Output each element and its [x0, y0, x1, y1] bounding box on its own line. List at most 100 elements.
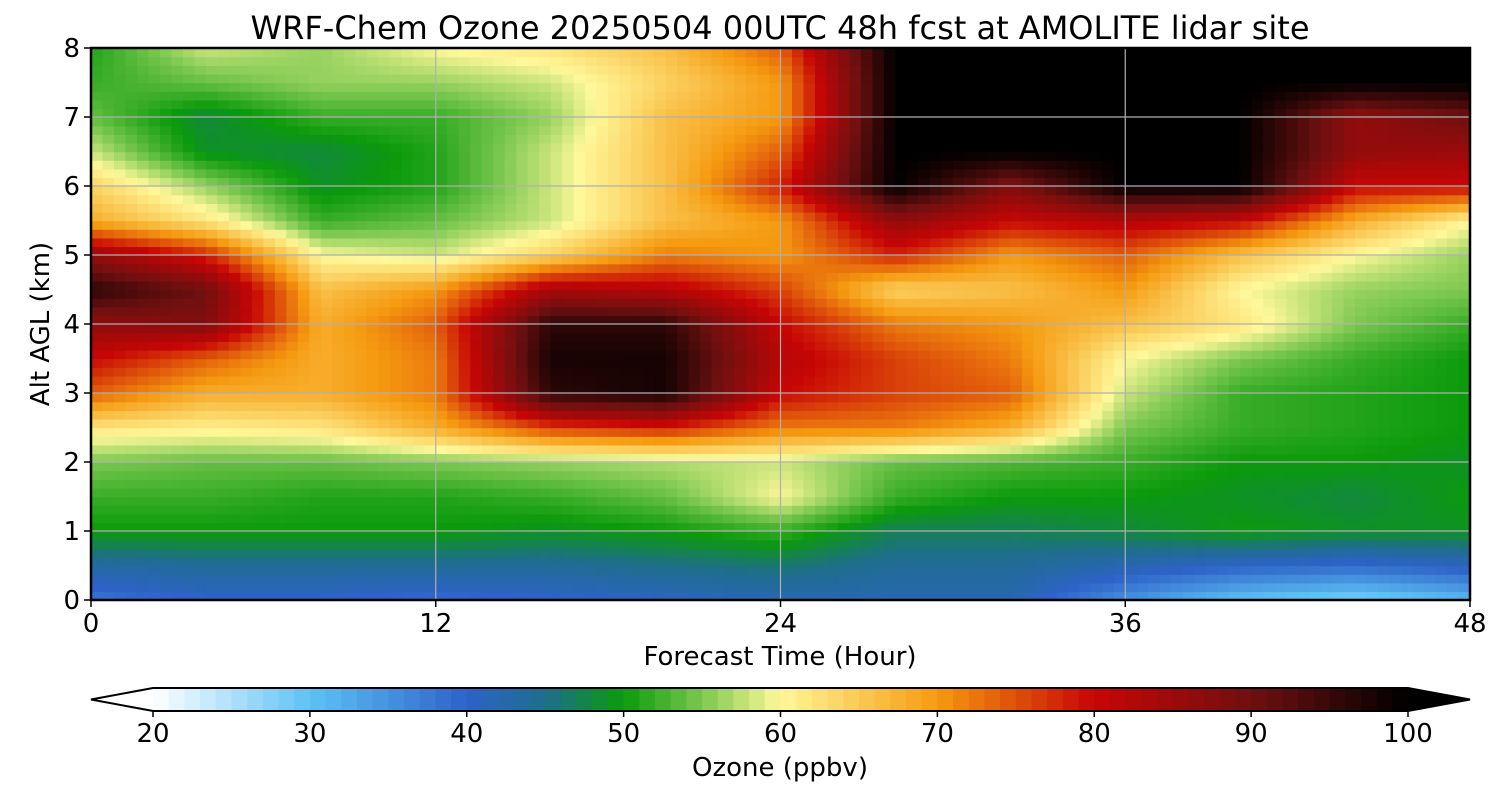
- heatmap-cell: [1458, 427, 1471, 437]
- heatmap-cell: [1194, 479, 1207, 489]
- heatmap-cell: [1435, 384, 1448, 394]
- heatmap-cell: [1148, 556, 1161, 567]
- heatmap-cell: [608, 565, 621, 575]
- heatmap-cell: [424, 306, 437, 317]
- heatmap-cell: [1148, 341, 1161, 351]
- heatmap-cell: [964, 341, 977, 351]
- heatmap-cell: [1010, 375, 1023, 386]
- heatmap-cell: [412, 556, 425, 567]
- heatmap-cell: [918, 315, 931, 325]
- heatmap-cell: [1021, 341, 1035, 351]
- heatmap-cell: [1424, 272, 1437, 282]
- heatmap-cell: [1205, 427, 1218, 437]
- heatmap-cell: [1424, 358, 1437, 368]
- heatmap-cell: [504, 263, 517, 273]
- heatmap-cell: [1010, 427, 1023, 437]
- heatmap-cell: [654, 582, 667, 593]
- heatmap-cell: [401, 548, 414, 558]
- heatmap-cell: [1056, 470, 1069, 480]
- heatmap-cell: [642, 470, 655, 480]
- heatmap-cell: [1240, 591, 1253, 601]
- heatmap-cell: [1171, 341, 1184, 351]
- heatmap-cell: [125, 453, 138, 463]
- heatmap-cell: [1090, 462, 1103, 472]
- heatmap-cell: [1343, 298, 1356, 308]
- heatmap-cell: [481, 255, 494, 265]
- heatmap-cell: [435, 582, 448, 593]
- heatmap-cell: [860, 341, 874, 351]
- heatmap-cell: [1148, 522, 1161, 532]
- heatmap-cell: [1389, 505, 1402, 515]
- heatmap-cell: [1125, 591, 1138, 601]
- heatmap-cell: [1182, 401, 1195, 411]
- heatmap-cell: [504, 332, 517, 342]
- heatmap-cell: [493, 522, 506, 532]
- heatmap-cell: [895, 289, 908, 299]
- heatmap-cell: [1159, 582, 1172, 593]
- heatmap-cell: [860, 272, 874, 282]
- heatmap-cell: [791, 393, 805, 403]
- heatmap-cell: [1412, 539, 1425, 549]
- heatmap-cell: [769, 513, 782, 524]
- heatmap-cell: [883, 384, 897, 394]
- heatmap-cell: [1056, 263, 1069, 273]
- heatmap-cell: [769, 298, 782, 308]
- heatmap-cell: [355, 436, 368, 446]
- heatmap-cell: [757, 315, 770, 325]
- heatmap-cell: [654, 375, 667, 386]
- heatmap-cell: [596, 470, 609, 480]
- heatmap-cell: [849, 548, 862, 558]
- heatmap-cell: [274, 393, 288, 403]
- heatmap-cell: [608, 548, 621, 558]
- heatmap-cell: [826, 505, 839, 515]
- heatmap-cell: [113, 418, 127, 429]
- heatmap-cell: [1182, 384, 1195, 394]
- heatmap-cell: [332, 306, 345, 317]
- heatmap-cell: [677, 263, 690, 273]
- heatmap-cell: [918, 462, 931, 472]
- heatmap-cell: [1102, 548, 1115, 558]
- heatmap-cell: [481, 367, 494, 377]
- heatmap-cell: [240, 315, 253, 325]
- heatmap-cell: [171, 349, 184, 360]
- heatmap-cell: [619, 462, 632, 472]
- heatmap-cell: [711, 522, 724, 532]
- heatmap-cell: [1113, 591, 1126, 601]
- heatmap-cell: [1251, 556, 1264, 567]
- heatmap-cell: [113, 410, 127, 420]
- heatmap-cell: [1194, 375, 1207, 386]
- heatmap-cell: [481, 401, 494, 411]
- heatmap-cell: [251, 582, 265, 593]
- heatmap-cell: [746, 349, 759, 360]
- heatmap-cell: [274, 487, 288, 498]
- heatmap-cell: [895, 237, 908, 248]
- heatmap-cell: [665, 280, 678, 291]
- heatmap-cell: [148, 444, 161, 455]
- heatmap-cell: [286, 263, 299, 273]
- heatmap-cell: [769, 539, 782, 549]
- heatmap-cell: [1228, 548, 1241, 558]
- heatmap-cell: [171, 255, 184, 265]
- heatmap-cell: [803, 306, 816, 317]
- heatmap-cell: [872, 496, 885, 506]
- heatmap-cell: [1412, 436, 1425, 446]
- heatmap-cell: [286, 298, 299, 308]
- heatmap-cell: [516, 263, 529, 273]
- heatmap-cell: [1412, 427, 1425, 437]
- heatmap-cell: [332, 470, 345, 480]
- heatmap-cell: [1079, 444, 1092, 455]
- heatmap-cell: [435, 462, 448, 472]
- heatmap-cell: [746, 539, 759, 549]
- heatmap-cell: [1240, 531, 1253, 541]
- heatmap-cell: [1447, 479, 1460, 489]
- heatmap-cell: [263, 453, 276, 463]
- heatmap-cell: [677, 246, 690, 256]
- heatmap-cell: [769, 444, 782, 455]
- heatmap-cell: [1343, 375, 1356, 386]
- heatmap-cell: [573, 531, 586, 541]
- heatmap-cell: [619, 306, 632, 317]
- heatmap-cell: [1435, 393, 1448, 403]
- heatmap-cell: [194, 315, 207, 325]
- heatmap-cell: [1044, 418, 1057, 429]
- heatmap-cell: [814, 453, 828, 463]
